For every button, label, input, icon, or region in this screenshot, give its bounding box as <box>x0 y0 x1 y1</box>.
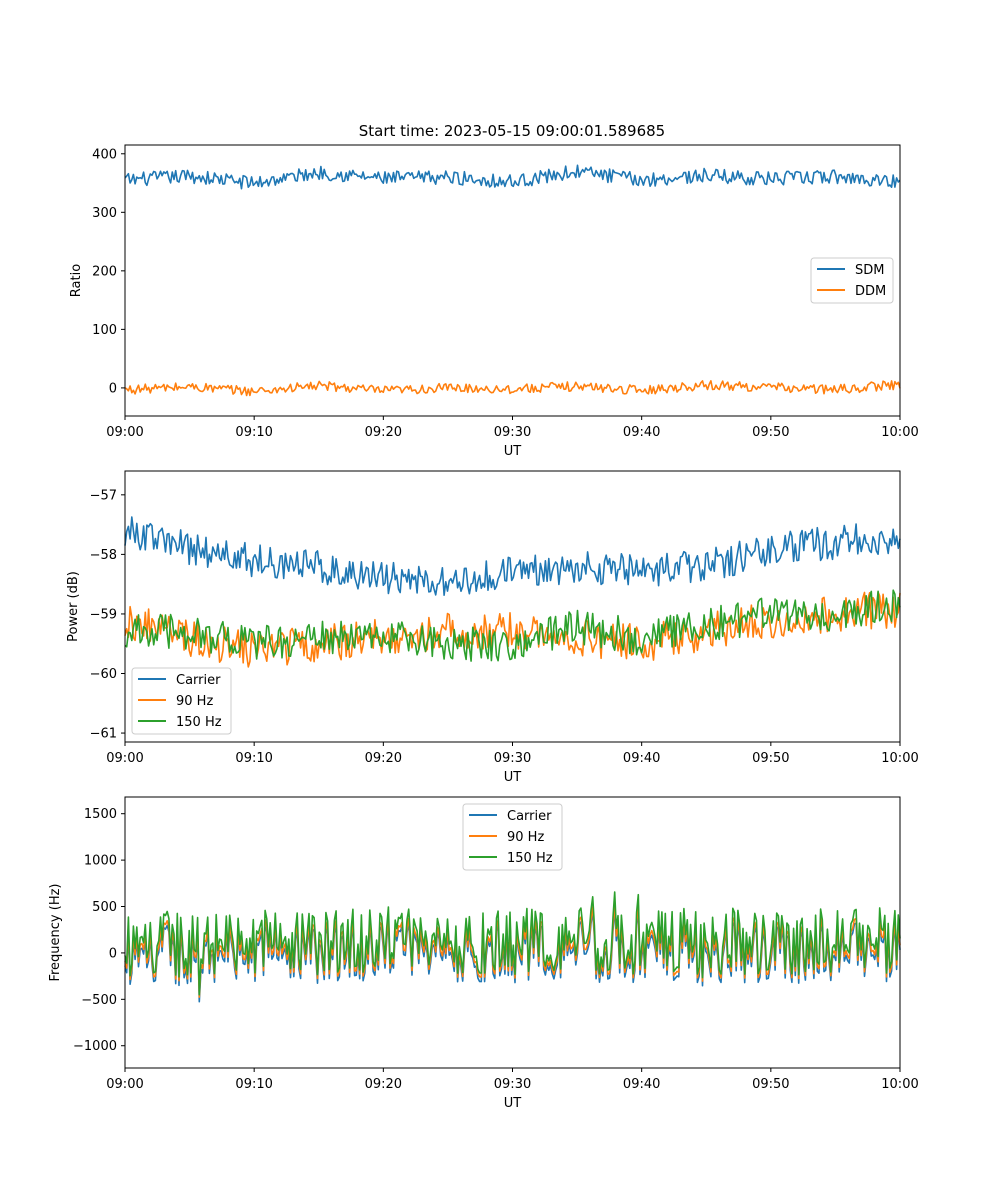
x-tick-label: 09:30 <box>494 425 531 440</box>
y-tick-label: −60 <box>90 667 117 682</box>
legend-label-90-hz: 90 Hz <box>176 694 213 709</box>
x-axis-label: UT <box>504 444 522 459</box>
ratio-panel: 09:00 09:10 09:20 09:30 09:40 09:50 10:00 400 30… <box>69 144 919 459</box>
x-tick-label: 09:00 <box>106 751 143 766</box>
series-line-sdm <box>124 164 901 190</box>
x-tick-label: 10:00 <box>881 751 918 766</box>
x-tick-label: 09:50 <box>752 1077 789 1092</box>
legend-box <box>131 667 232 735</box>
y-tick-label: 1500 <box>84 807 117 822</box>
y-tick-label: 300 <box>92 206 117 221</box>
x-axis-label: UT <box>504 770 522 785</box>
series-line-150-hz <box>124 589 901 662</box>
series-line-90-hz <box>124 591 901 668</box>
x-tick-label: 10:00 <box>881 425 918 440</box>
legend-label-carrier: Carrier <box>176 673 221 688</box>
legend-label-150-hz: 150 Hz <box>507 851 553 866</box>
legend-label-90-hz: 90 Hz <box>507 830 544 845</box>
x-tick-label: 09:40 <box>623 425 660 440</box>
legend-label-150-hz: 150 Hz <box>176 715 222 730</box>
x-tick-label: 09:40 <box>623 1077 660 1092</box>
x-tick-label: 09:50 <box>752 425 789 440</box>
y-tick-label: 100 <box>92 323 117 338</box>
y-tick-label: −61 <box>90 727 117 742</box>
y-tick-label: 400 <box>92 147 117 162</box>
y-tick-label: 200 <box>92 264 117 279</box>
legend: Carrier 90 Hz 150 Hz <box>131 667 232 735</box>
y-tick-label: −1000 <box>73 1039 117 1054</box>
x-tick-label: 09:20 <box>365 751 402 766</box>
x-axis-label: UT <box>504 1096 522 1111</box>
legend: SDM DDM <box>810 257 894 304</box>
y-tick-label: −58 <box>90 548 117 563</box>
y-tick-label: 1000 <box>84 854 117 869</box>
y-tick-label: −57 <box>90 488 117 503</box>
y-axis-label: Frequency (Hz) <box>48 883 63 981</box>
legend-label-carrier: Carrier <box>507 809 552 824</box>
x-tick-label: 09:20 <box>365 425 402 440</box>
plot-area <box>125 145 900 416</box>
legend: Carrier 90 Hz 150 Hz <box>462 803 563 871</box>
y-axis-label: Power (dB) <box>66 571 81 642</box>
x-tick-label: 09:10 <box>235 425 272 440</box>
x-tick-label: 09:30 <box>494 751 531 766</box>
x-tick-label: 10:00 <box>881 1077 918 1092</box>
x-tick-label: 09:40 <box>623 751 660 766</box>
x-tick-label: 09:50 <box>752 751 789 766</box>
legend-label-sdm: SDM <box>855 263 884 278</box>
y-tick-label: −59 <box>90 607 117 622</box>
series-line-150-hz <box>124 891 901 996</box>
series-line-ddm <box>124 380 901 397</box>
y-tick-label: 500 <box>92 900 117 915</box>
x-tick-label: 09:30 <box>494 1077 531 1092</box>
series-line-carrier <box>124 516 901 596</box>
x-tick-label: 09:10 <box>235 751 272 766</box>
legend-box <box>462 803 563 871</box>
figure-title: Start time: 2023-05-15 09:00:01.589685 <box>359 122 665 140</box>
x-tick-label: 09:00 <box>106 425 143 440</box>
y-tick-label: 0 <box>109 946 117 961</box>
x-tick-label: 09:20 <box>365 1077 402 1092</box>
legend-label-ddm: DDM <box>855 284 886 299</box>
frequency-panel: 09:00 09:10 09:20 09:30 09:40 09:50 10:00 1500 1… <box>48 796 919 1111</box>
y-axis-label: Ratio <box>69 264 84 297</box>
x-tick-label: 09:00 <box>106 1077 143 1092</box>
power-panel: 09:00 09:10 09:20 09:30 09:40 09:50 10:00 −57 −5… <box>66 470 919 785</box>
y-tick-label: 0 <box>109 381 117 396</box>
x-tick-label: 09:10 <box>235 1077 272 1092</box>
y-tick-label: −500 <box>81 993 117 1008</box>
